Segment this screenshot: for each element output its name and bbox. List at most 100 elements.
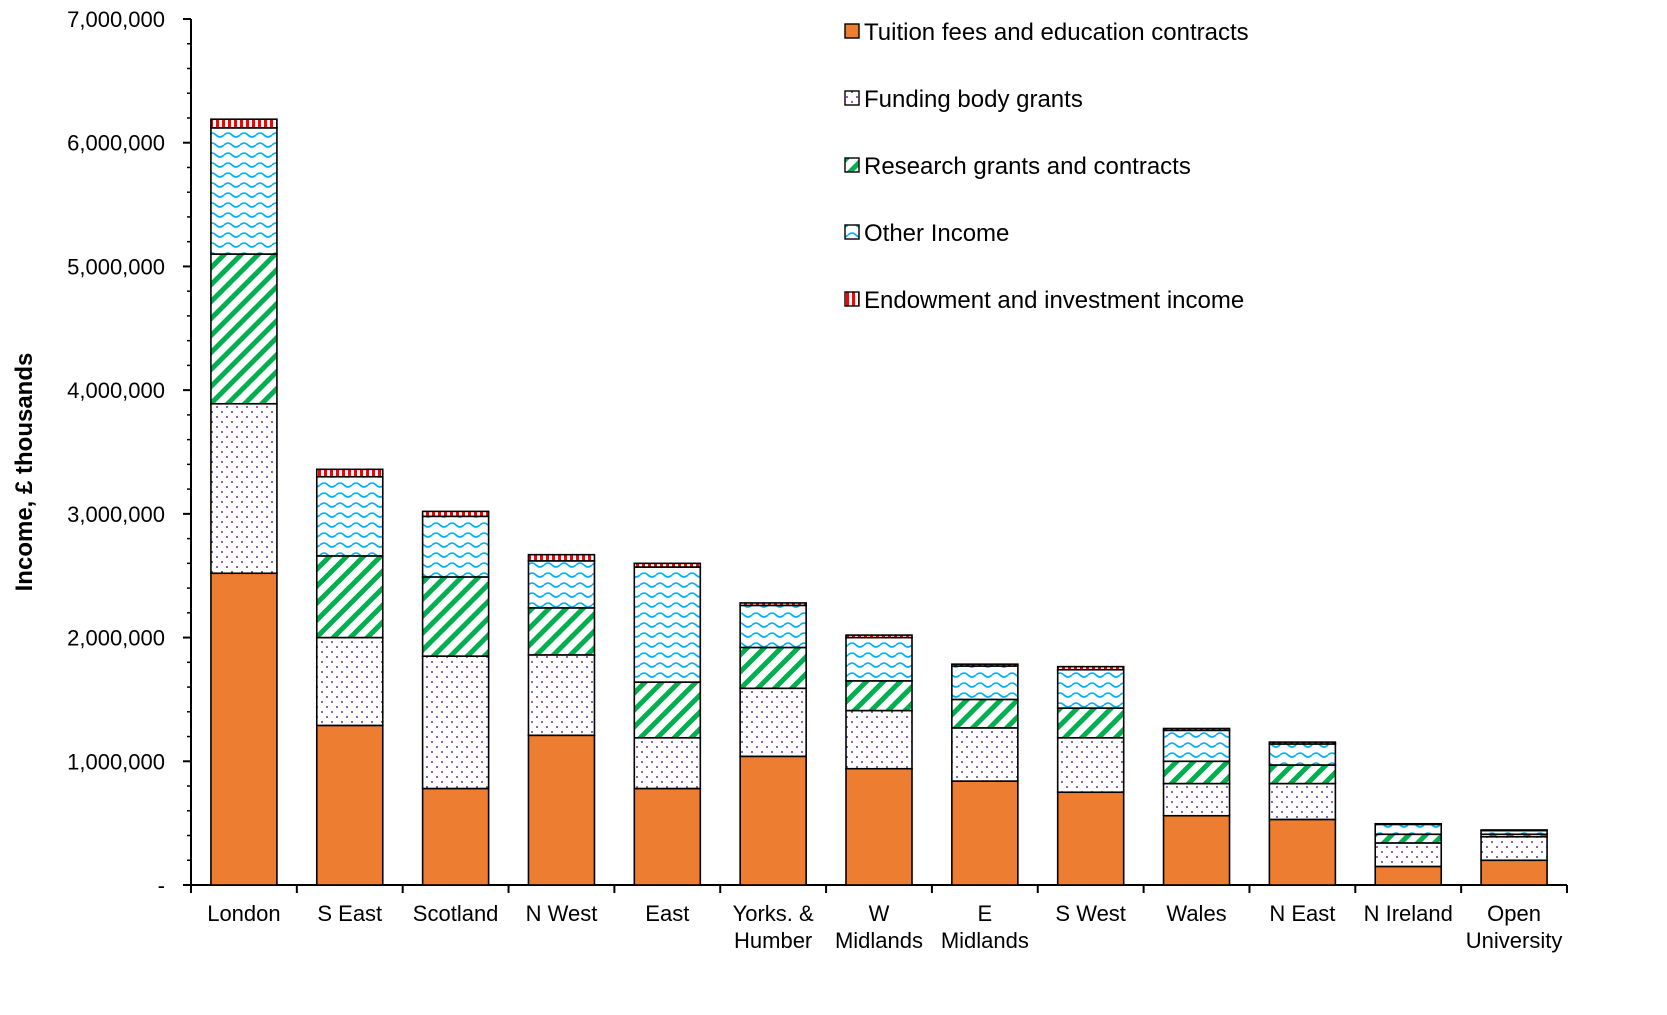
x-tick-label-e-midlands: E Midlands xyxy=(941,901,1029,953)
legend: Tuition fees and education contracts Fund… xyxy=(844,19,1249,314)
bar-s-east-tuition-fees-and-education-contracts xyxy=(315,724,384,886)
bar-scotland-tuition-fees-and-education-contracts xyxy=(421,787,490,886)
legend-swatch-other-income xyxy=(844,224,860,240)
bar-w-midlands-tuition-fees-and-education-contracts xyxy=(845,767,913,886)
x-tick-label-yorks-humber: Yorks. & Humber xyxy=(733,901,814,953)
x-tick-label-open-university: Open University xyxy=(1466,901,1563,953)
bar-n-east-endowment-and-investment-income xyxy=(1268,741,1337,745)
bar-w-midlands-funding-body-grants xyxy=(845,709,913,770)
y-tick-label: 6,000,000 xyxy=(67,131,165,156)
bar-london-funding-body-grants xyxy=(210,402,278,575)
x-tick-label-w-midlands: W Midlands xyxy=(835,901,923,953)
bar-n-west-endowment-and-investment-income xyxy=(527,553,596,562)
bar-wales-research-grants-and-contracts xyxy=(1162,760,1231,785)
y-tick-label: 1,000,000 xyxy=(67,749,165,774)
bar-n-ireland-research-grants-and-contracts xyxy=(1374,833,1443,844)
bar-london-tuition-fees-and-education-contracts xyxy=(210,572,278,886)
bar-n-ireland-endowment-and-investment-income xyxy=(1374,822,1443,826)
bar-yorks-humber-funding-body-grants xyxy=(739,687,807,758)
bar-e-midlands-funding-body-grants xyxy=(951,727,1019,782)
legend-swatch-tuition-fees-and-education-contracts xyxy=(844,23,860,39)
bar-s-east-research-grants-and-contracts xyxy=(315,555,384,639)
bar-n-east-research-grants-and-contracts xyxy=(1268,764,1337,785)
bar-s-west-funding-body-grants xyxy=(1056,736,1125,794)
bar-wales-other-income xyxy=(1162,729,1231,763)
bar-east-funding-body-grants xyxy=(633,736,702,790)
bar-open-university-endowment-and-investment-income xyxy=(1480,829,1548,832)
legend-label-research-grants-and-contracts: Research grants and contracts xyxy=(864,153,1191,180)
legend-swatch-endowment-and-investment-income xyxy=(844,291,860,307)
bar-n-west-tuition-fees-and-education-contracts xyxy=(527,734,596,886)
x-tick-label-n-east: N East xyxy=(1269,901,1335,926)
bar-s-east-endowment-and-investment-income xyxy=(315,468,384,478)
bar-open-university-tuition-fees-and-education-contracts xyxy=(1480,859,1548,886)
legend-label-endowment-and-investment-income: Endowment and investment income xyxy=(864,287,1244,314)
x-tick-label-east: East xyxy=(645,901,689,926)
x-tick-label-scotland: Scotland xyxy=(413,901,499,926)
bar-east-other-income xyxy=(633,566,702,683)
bar-yorks-humber-research-grants-and-contracts xyxy=(739,646,807,690)
bar-east-endowment-and-investment-income xyxy=(633,562,702,568)
y-tick-label: 7,000,000 xyxy=(67,7,165,32)
bar-wales-tuition-fees-and-education-contracts xyxy=(1162,814,1231,886)
bar-n-west-other-income xyxy=(527,560,596,609)
bar-n-ireland-funding-body-grants xyxy=(1374,842,1443,868)
bar-e-midlands-tuition-fees-and-education-contracts xyxy=(951,780,1019,886)
bar-wales-endowment-and-investment-income xyxy=(1162,727,1231,732)
y-tick-label: 4,000,000 xyxy=(67,378,165,403)
y-tick-label: - xyxy=(158,873,165,898)
legend-swatch-funding-body-grants xyxy=(844,90,860,106)
bar-london-research-grants-and-contracts xyxy=(210,253,278,405)
bar-e-midlands-other-income xyxy=(951,665,1019,701)
bar-w-midlands-research-grants-and-contracts xyxy=(845,680,913,712)
bar-n-east-tuition-fees-and-education-contracts xyxy=(1268,818,1337,886)
bar-s-east-funding-body-grants xyxy=(315,636,384,727)
x-tick-label-london: London xyxy=(207,901,280,926)
bar-scotland-other-income xyxy=(421,515,490,578)
legend-label-other-income: Other Income xyxy=(864,220,1009,247)
bar-n-ireland-tuition-fees-and-education-contracts xyxy=(1374,865,1443,886)
bar-london-other-income xyxy=(210,127,278,255)
bar-e-midlands-endowment-and-investment-income xyxy=(951,663,1019,667)
x-tick-label-n-ireland: N Ireland xyxy=(1364,901,1453,926)
bar-scotland-endowment-and-investment-income xyxy=(421,510,490,518)
bar-s-west-tuition-fees-and-education-contracts xyxy=(1056,791,1125,886)
x-axis: London S East Scotland N West East Yorks. & Hu… xyxy=(190,884,1568,953)
bar-s-west-research-grants-and-contracts xyxy=(1056,707,1125,739)
bar-east-tuition-fees-and-education-contracts xyxy=(633,787,702,886)
bar-open-university-funding-body-grants xyxy=(1480,835,1548,862)
y-tick-label: 2,000,000 xyxy=(67,626,165,651)
bar-yorks-humber-endowment-and-investment-income xyxy=(739,602,807,607)
bar-wales-funding-body-grants xyxy=(1162,782,1231,817)
bar-n-ireland-other-income xyxy=(1374,823,1443,836)
bar-yorks-humber-tuition-fees-and-education-contracts xyxy=(739,755,807,886)
bar-n-east-funding-body-grants xyxy=(1268,782,1337,821)
legend-label-tuition-fees-and-education-contracts: Tuition fees and education contracts xyxy=(864,19,1249,46)
x-tick-label-n-west: N West xyxy=(526,901,598,926)
bar-s-west-other-income xyxy=(1056,668,1125,709)
bar-london-endowment-and-investment-income xyxy=(210,118,278,129)
y-tick-label: 5,000,000 xyxy=(67,254,165,279)
bar-scotland-research-grants-and-contracts xyxy=(421,576,490,657)
bar-e-midlands-research-grants-and-contracts xyxy=(951,698,1019,729)
bars-group xyxy=(210,118,1548,886)
bar-yorks-humber-other-income xyxy=(739,604,807,649)
y-axis-title: Income, £ thousands xyxy=(11,353,38,592)
bar-scotland-funding-body-grants xyxy=(421,655,490,790)
legend-swatch-research-grants-and-contracts xyxy=(844,157,860,173)
bar-n-east-other-income xyxy=(1268,743,1337,766)
bar-s-west-endowment-and-investment-income xyxy=(1056,665,1125,671)
x-tick-label-s-east: S East xyxy=(317,901,382,926)
bar-w-midlands-other-income xyxy=(845,636,913,682)
y-axis: - 1,000,000 2,000,000 3,000,000 4,000,000 5,0… xyxy=(67,7,192,898)
y-tick-label: 3,000,000 xyxy=(67,502,165,527)
bar-n-west-research-grants-and-contracts xyxy=(527,607,596,656)
legend-label-funding-body-grants: Funding body grants xyxy=(864,86,1083,113)
x-tick-label-wales: Wales xyxy=(1166,901,1226,926)
bar-east-research-grants-and-contracts xyxy=(633,681,702,739)
x-tick-label-s-west: S West xyxy=(1055,901,1126,926)
bar-w-midlands-endowment-and-investment-income xyxy=(845,634,913,639)
bar-s-east-other-income xyxy=(315,475,384,557)
